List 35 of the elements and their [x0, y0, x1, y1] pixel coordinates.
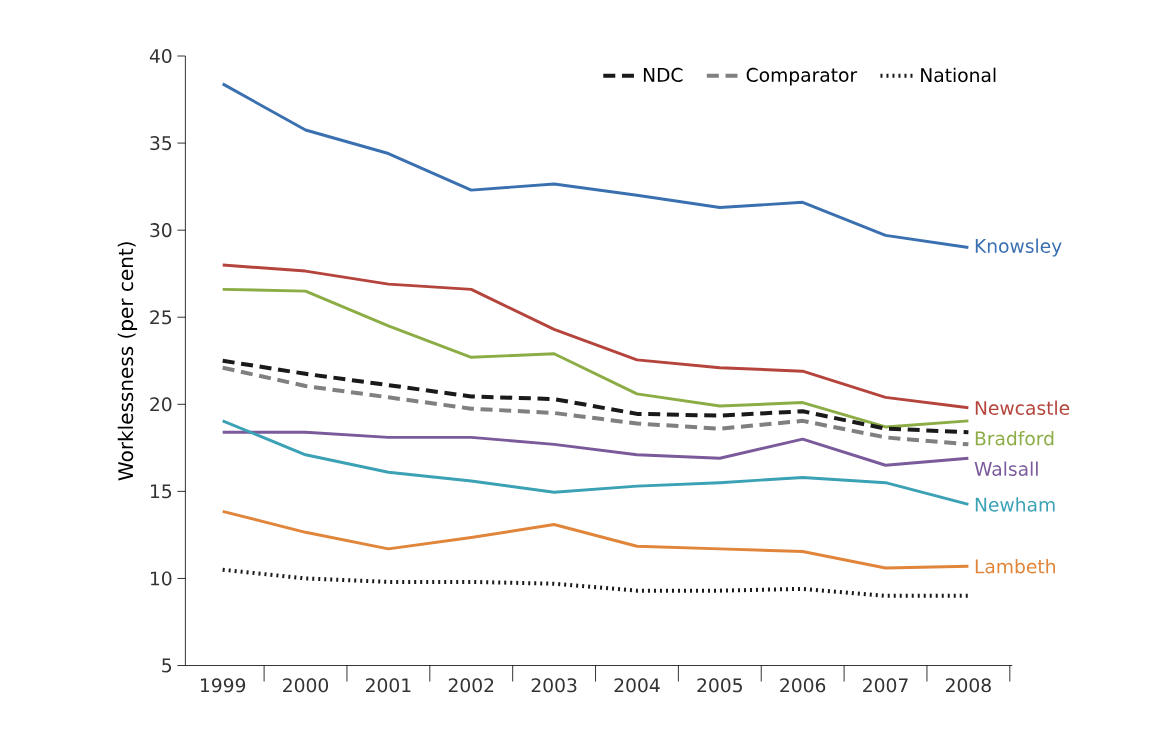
series-label: Newcastle — [975, 400, 1070, 416]
y-tick-label: 35 — [150, 136, 172, 151]
x-tick-label: 2003 — [531, 678, 577, 693]
x-tick-label: 1999 — [200, 678, 246, 693]
line-series — [221, 419, 970, 506]
legend-label: National — [921, 67, 996, 83]
x-tick-label: 2004 — [614, 678, 660, 693]
line-series — [221, 509, 970, 570]
x-tick-label: 2006 — [780, 678, 826, 693]
series-label: Lambeth — [975, 559, 1055, 574]
y-tick-label: 30 — [150, 223, 172, 238]
series-label: Bradford — [975, 431, 1054, 446]
line-series — [221, 263, 970, 410]
series-label: Knowsley — [975, 238, 1062, 257]
y-tick-label: 20 — [150, 397, 172, 412]
legend-label: NDC — [643, 67, 683, 83]
y-axis-title: Worklessness (per cent) — [117, 242, 138, 481]
x-tick-label: 2002 — [448, 678, 494, 693]
y-tick-label: 10 — [150, 571, 172, 586]
line-series — [221, 430, 970, 467]
y-tick-label: 40 — [149, 49, 172, 64]
y-tick-label: 5 — [162, 658, 172, 673]
y-tick-label: 25 — [150, 310, 172, 325]
series-label: Newham — [975, 497, 1055, 512]
line-series — [221, 287, 970, 429]
series-label: Walsall — [974, 461, 1038, 477]
x-tick-label: 2001 — [365, 678, 411, 693]
y-tick-label: 15 — [150, 484, 172, 499]
x-tick-label: 2000 — [283, 678, 329, 693]
x-tick-label: 2007 — [863, 678, 908, 693]
legend-label: Comparator — [746, 67, 858, 86]
line-series — [220, 365, 971, 447]
x-tick-label: 2008 — [945, 678, 991, 693]
x-tick-label: 2005 — [697, 678, 742, 693]
line-series — [220, 567, 971, 598]
